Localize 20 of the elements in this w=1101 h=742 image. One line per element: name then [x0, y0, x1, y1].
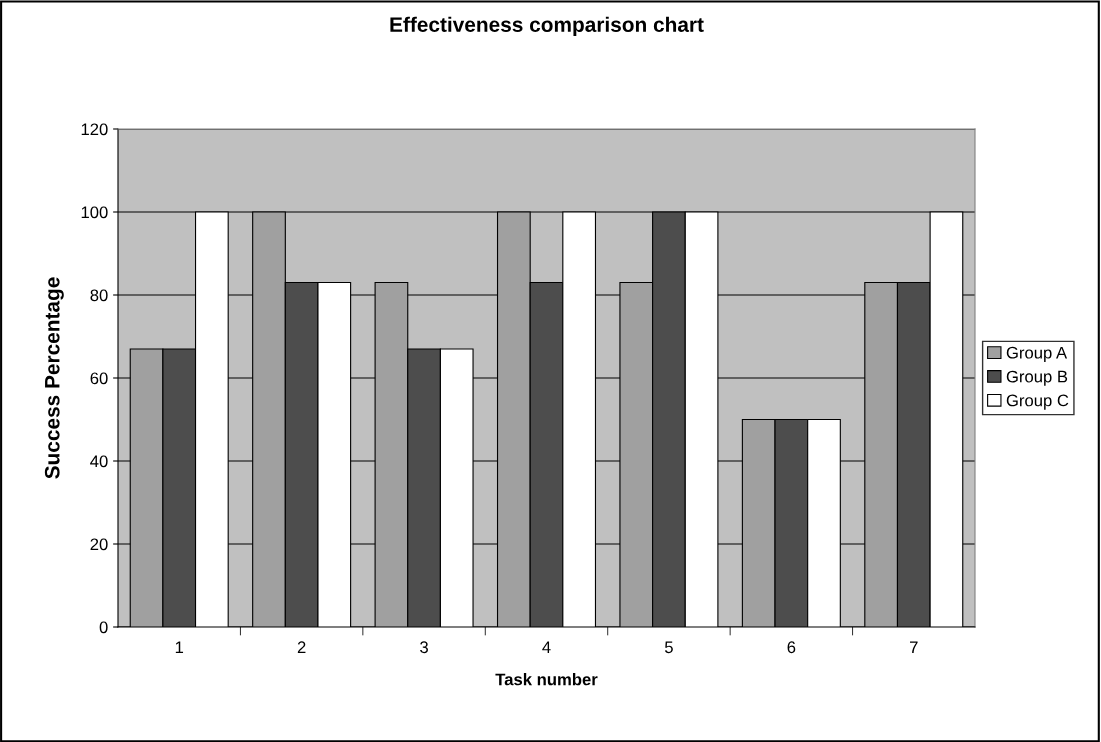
x-tick-label: 6 [787, 641, 796, 654]
legend-label: Group C [1006, 394, 1069, 410]
y-tick-label: 100 [81, 206, 108, 219]
y-tick-label: 120 [81, 123, 108, 136]
x-tick-label: 7 [910, 641, 918, 653]
x-tick-label: 2 [297, 641, 306, 653]
x-tick-label: 5 [664, 641, 673, 654]
chart-title: Effectiveness comparison chart [390, 16, 704, 37]
legend-label: Group B [1006, 370, 1068, 386]
x-tick-label: 3 [420, 641, 428, 654]
x-tick-label: 1 [175, 641, 184, 653]
y-tick-label: 40 [90, 455, 108, 468]
legend-label: Group A [1006, 346, 1068, 362]
x-axis-title: Task number [495, 673, 598, 686]
y-tick-label: 60 [90, 372, 108, 385]
y-tick-label: 0 [99, 621, 108, 634]
y-tick-label: 20 [90, 538, 108, 551]
y-tick-label: 80 [90, 289, 108, 302]
y-axis-title: Success Percentage [44, 277, 64, 479]
x-tick-label: 4 [542, 641, 551, 653]
